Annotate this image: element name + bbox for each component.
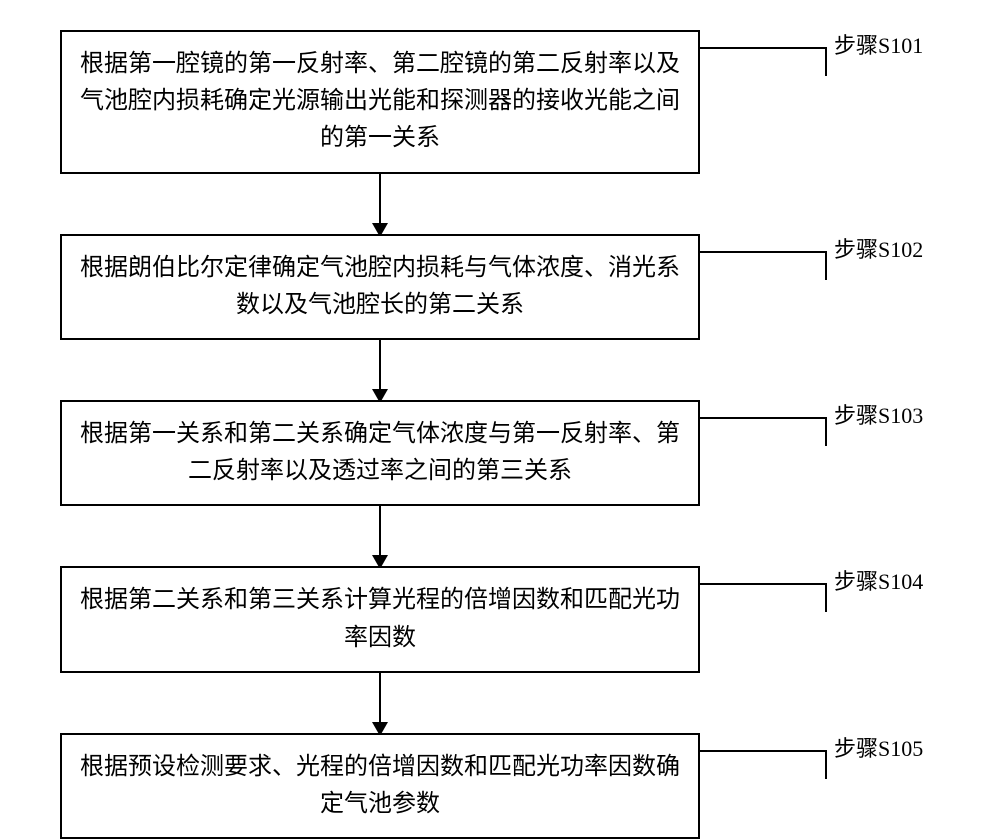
arrow-down-icon (60, 673, 700, 733)
step-row-s105: 根据预设检测要求、光程的倍增因数和匹配光功率因数确定气池参数 步骤S105 (60, 733, 960, 839)
step-label-s102: 步骤S102 (834, 232, 923, 264)
step-row-s101: 根据第一腔镜的第一反射率、第二腔镜的第二反射率以及气池腔内损耗确定光源输出光能和… (60, 30, 960, 174)
arrow-down-icon (60, 506, 700, 566)
step-box-s104: 根据第二关系和第三关系计算光程的倍增因数和匹配光功率因数 (60, 566, 700, 672)
flowchart-container: 根据第一腔镜的第一反射率、第二腔镜的第二反射率以及气池腔内损耗确定光源输出光能和… (0, 30, 1000, 839)
step-box-s102: 根据朗伯比尔定律确定气池腔内损耗与气体浓度、消光系数以及气池腔长的第二关系 (60, 234, 700, 340)
step-label-s105: 步骤S105 (834, 731, 923, 763)
step-row-s103: 根据第一关系和第二关系确定气体浓度与第一反射率、第二反射率以及透过率之间的第三关… (60, 400, 960, 506)
step-box-s103: 根据第一关系和第二关系确定气体浓度与第一反射率、第二反射率以及透过率之间的第三关… (60, 400, 700, 506)
step-row-s102: 根据朗伯比尔定律确定气池腔内损耗与气体浓度、消光系数以及气池腔长的第二关系 步骤… (60, 234, 960, 340)
arrow-down-icon (60, 340, 700, 400)
arrow-down-icon (60, 174, 700, 234)
step-label-s104: 步骤S104 (834, 564, 923, 596)
step-box-s101: 根据第一腔镜的第一反射率、第二腔镜的第二反射率以及气池腔内损耗确定光源输出光能和… (60, 30, 700, 174)
step-label-s103: 步骤S103 (834, 398, 923, 430)
step-box-s105: 根据预设检测要求、光程的倍增因数和匹配光功率因数确定气池参数 (60, 733, 700, 839)
step-row-s104: 根据第二关系和第三关系计算光程的倍增因数和匹配光功率因数 步骤S104 (60, 566, 960, 672)
step-label-s101: 步骤S101 (834, 28, 923, 60)
